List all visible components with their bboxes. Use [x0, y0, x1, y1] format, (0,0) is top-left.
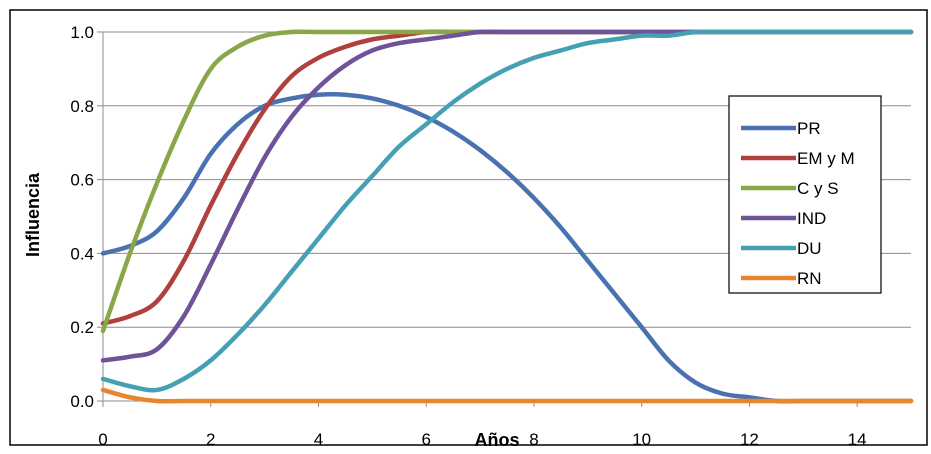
legend-label-em-y-m: EM y M	[797, 149, 855, 168]
x-tick-label-4: 8	[529, 430, 538, 449]
tick-labels: 0.0 0.2 0.4 0.6 0.8 1.0 0 2 4 6 8 10 12 14	[70, 23, 866, 449]
y-tick-label-4: 0.8	[70, 97, 94, 116]
y-tick-label-0: 0.0	[70, 392, 94, 411]
x-tick-label-2: 4	[314, 430, 323, 449]
legend-label-c-y-s: C y S	[797, 179, 839, 198]
x-tick-label-1: 2	[206, 430, 215, 449]
x-axis-title: Años	[475, 430, 520, 449]
series-line-rn	[100, 387, 914, 404]
y-tick-label-5: 1.0	[70, 23, 94, 42]
y-tick-label-3: 0.6	[70, 171, 94, 190]
legend-items: PR EM y M C y S IND DU RN	[741, 119, 855, 288]
x-tick-label-5: 10	[632, 430, 651, 449]
legend-label-pr: PR	[797, 119, 821, 138]
legend-label-du: DU	[797, 239, 822, 258]
x-tick-label-3: 6	[421, 430, 430, 449]
series-lines	[100, 29, 914, 404]
y-tick-label-1: 0.2	[70, 318, 94, 337]
y-tick-label-2: 0.4	[70, 244, 94, 263]
y-axis-title: Influencia	[23, 172, 43, 257]
x-tick-label-0: 0	[98, 430, 107, 449]
legend-label-ind: IND	[797, 209, 826, 228]
series-line-du	[100, 29, 914, 393]
x-tick-label-6: 12	[740, 430, 759, 449]
legend-label-rn: RN	[797, 269, 822, 288]
x-tick-label-7: 14	[848, 430, 867, 449]
legend: PR EM y M C y S IND DU RN	[728, 95, 882, 294]
